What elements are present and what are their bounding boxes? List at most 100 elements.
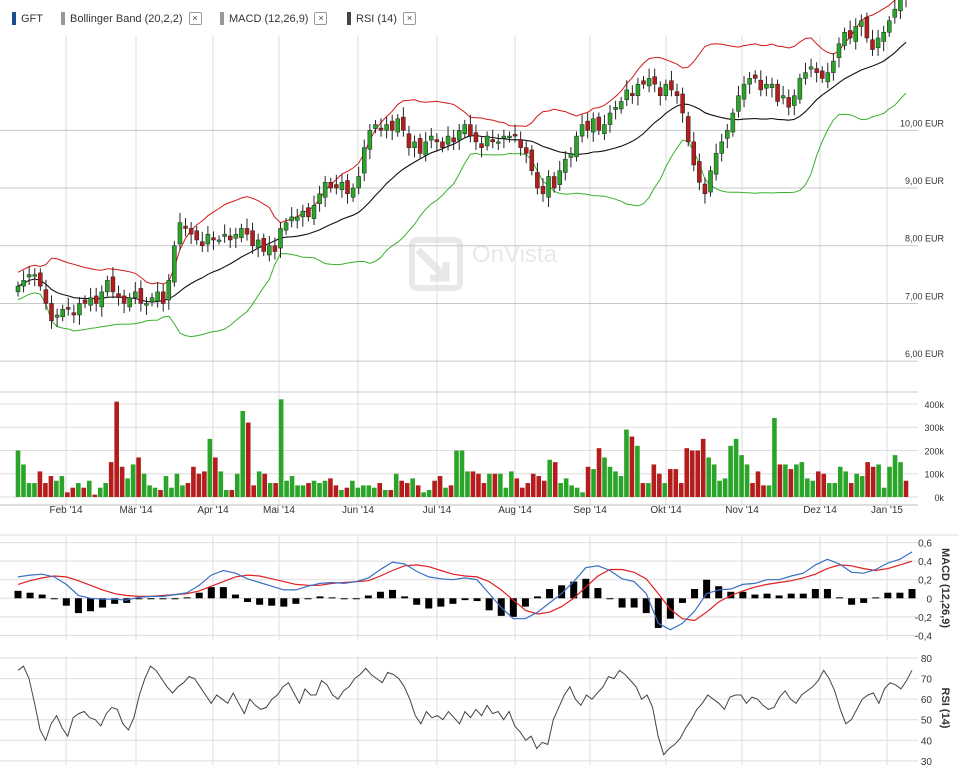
legend-swatch	[347, 12, 351, 25]
volume-bar	[103, 483, 109, 497]
macd-histogram-bar	[292, 598, 300, 604]
macd-histogram-bar	[50, 598, 58, 600]
close-icon[interactable]: ×	[314, 12, 328, 25]
volume-bar	[75, 483, 81, 497]
volume-bar	[284, 480, 289, 497]
volume-bar	[350, 480, 355, 497]
candle-body	[758, 79, 764, 91]
volume-tick-label: 200k	[924, 446, 944, 456]
candle-body	[127, 297, 132, 308]
candle-body	[898, 0, 903, 12]
volume-bar	[421, 492, 426, 497]
volume-bar	[410, 478, 415, 497]
candle-body	[842, 31, 847, 46]
legend-item-bollinger-band[interactable]: Bollinger Band (20,2,2) ×	[61, 12, 202, 26]
candle-body	[825, 72, 831, 83]
macd-histogram-bar	[509, 598, 517, 617]
volume-bar	[267, 483, 273, 497]
volume-bar	[333, 485, 339, 497]
candle-body	[334, 184, 339, 189]
macd-histogram-bar	[38, 594, 46, 599]
candle-body	[730, 112, 736, 133]
volume-bar	[826, 483, 832, 497]
candle-body	[613, 106, 618, 110]
candle-body	[713, 153, 719, 175]
macd-histogram-bar	[594, 588, 602, 599]
candle-body	[853, 26, 858, 42]
macd-histogram-bar	[437, 598, 445, 607]
macd-histogram-bar	[715, 586, 723, 599]
macd-histogram-bar	[364, 595, 372, 599]
candle-body	[468, 124, 473, 137]
candle-body	[540, 186, 546, 195]
volume-bar	[300, 485, 306, 497]
volume-bar	[344, 487, 350, 497]
macd-histogram-bar	[316, 596, 324, 599]
legend-swatch	[220, 12, 224, 25]
close-icon[interactable]: ×	[402, 12, 416, 25]
volume-bar	[783, 464, 788, 497]
macd-histogram-bar	[219, 587, 227, 599]
macd-histogram-bar	[582, 578, 590, 599]
candle-body	[590, 118, 596, 133]
macd-histogram-bar	[485, 598, 493, 611]
macd-tick-label: 0	[926, 594, 932, 605]
volume-tick-label: 100k	[924, 470, 944, 480]
macd-histogram-bar	[618, 598, 626, 608]
candle-body	[211, 237, 216, 241]
price-panel	[15, 0, 907, 338]
candle-body	[144, 303, 149, 306]
macd-histogram-bar	[449, 598, 457, 604]
candle-body	[473, 132, 479, 143]
watermark-arrow-icon	[415, 247, 450, 282]
candle-body	[278, 228, 283, 249]
macd-histogram-bar	[280, 598, 288, 607]
volume-bar	[289, 476, 295, 497]
candle-body	[250, 230, 255, 246]
candle-body	[764, 83, 769, 89]
volume-bar	[158, 490, 163, 497]
volume-bar	[130, 464, 136, 497]
candle-body	[574, 135, 579, 158]
candle-body	[267, 245, 272, 256]
price-tick-label: 8,00 EUR	[905, 234, 945, 244]
volume-bar	[700, 438, 706, 497]
candle-body	[317, 193, 322, 204]
macd-tick-label: 0,6	[918, 539, 932, 550]
candle-body	[546, 176, 551, 198]
rsi-tick-label: 50	[921, 716, 933, 727]
volume-bar	[810, 480, 816, 497]
candle-body	[596, 116, 602, 131]
volume-bar	[525, 483, 531, 497]
macd-histogram-bar	[231, 594, 239, 599]
volume-bar	[498, 473, 503, 497]
legend-label: Bollinger Band (20,2,2)	[70, 13, 183, 25]
legend-item-rsi[interactable]: RSI (14) ×	[347, 12, 416, 26]
candle-body	[216, 239, 222, 242]
macd-histogram-bar	[811, 589, 819, 599]
volume-bar	[223, 490, 229, 497]
candle-body	[138, 288, 144, 304]
rsi-tick-label: 70	[921, 675, 933, 686]
macd-tick-label: 0,4	[918, 557, 932, 568]
volume-bar	[339, 490, 344, 497]
volume-bar	[426, 490, 432, 497]
volume-bar	[273, 483, 278, 497]
volume-bar	[213, 457, 218, 497]
legend-item-macd[interactable]: MACD (12,26,9) ×	[220, 12, 328, 26]
candle-body	[289, 216, 294, 222]
macd-histogram-bar	[147, 598, 155, 600]
candle-body	[518, 139, 523, 148]
candle-body	[708, 170, 713, 193]
volume-bar	[443, 487, 448, 497]
candle-body	[646, 78, 652, 87]
candle-body	[200, 241, 205, 246]
macd-histogram-bar	[678, 598, 686, 603]
macd-histogram-bar	[630, 598, 638, 608]
close-icon[interactable]: ×	[188, 12, 202, 25]
candle-body	[641, 80, 646, 85]
price-tick-label: 10,00 EUR	[900, 118, 945, 128]
volume-bar	[136, 457, 141, 497]
legend-item-gft[interactable]: GFT	[12, 12, 43, 26]
